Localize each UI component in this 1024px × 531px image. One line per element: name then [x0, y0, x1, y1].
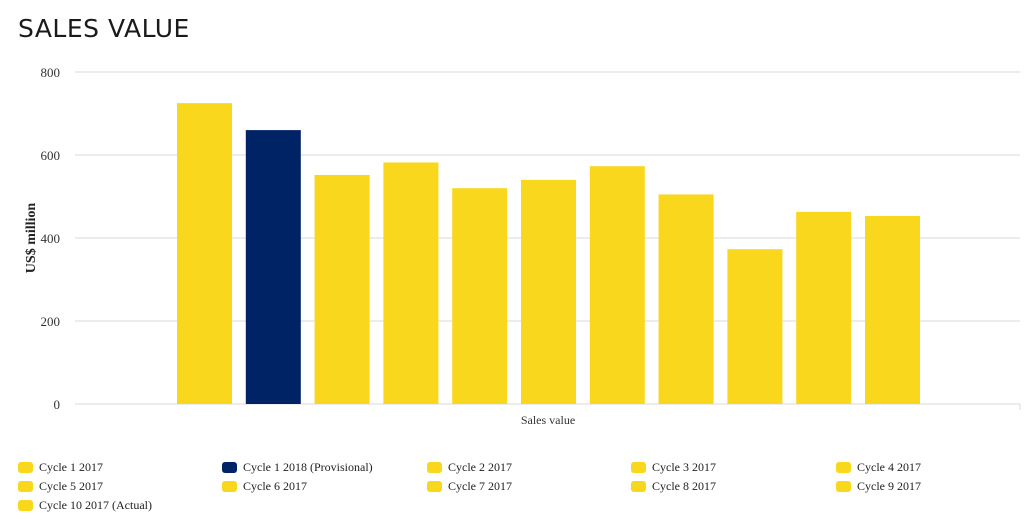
- legend-swatch: [222, 481, 237, 492]
- bar-11[interactable]: [865, 216, 920, 404]
- bar-6[interactable]: [521, 179, 576, 404]
- bar-3[interactable]: [314, 174, 370, 404]
- legend-swatch: [427, 462, 442, 473]
- legend-label: Cycle 9 2017: [857, 479, 921, 493]
- legend-item[interactable]: Cycle 4 2017: [836, 459, 1018, 476]
- legend-swatch: [836, 481, 851, 492]
- y-axis-ticks: 0 200 400 600 800: [41, 65, 61, 412]
- y-tick-label: 400: [41, 231, 61, 246]
- legend-label: Cycle 4 2017: [857, 460, 921, 474]
- bar-10[interactable]: [796, 211, 852, 404]
- legend-item[interactable]: Cycle 10 2017 (Actual): [18, 497, 222, 514]
- legend-item[interactable]: Cycle 1 2018 (Provisional): [222, 459, 427, 476]
- legend-swatch: [836, 462, 851, 473]
- legend-label: Cycle 8 2017: [652, 479, 716, 493]
- legend-label: Cycle 3 2017: [652, 460, 716, 474]
- legend-swatch: [18, 462, 33, 473]
- legend-label: Cycle 5 2017: [39, 479, 103, 493]
- legend-swatch: [631, 462, 646, 473]
- bar-9[interactable]: [727, 249, 783, 404]
- bars: [177, 103, 920, 404]
- legend-swatch: [18, 481, 33, 492]
- y-tick-label: 0: [54, 397, 61, 412]
- y-tick-label: 200: [41, 314, 61, 329]
- legend-item[interactable]: Cycle 9 2017: [836, 478, 1018, 495]
- legend-label: Cycle 2 2017: [448, 460, 512, 474]
- bar-chart: 0 200 400 600 800 US$ million Sales value: [24, 65, 1021, 427]
- y-tick-label: 800: [41, 65, 61, 80]
- chart-title: SALES VALUE: [18, 14, 190, 43]
- bar-8[interactable]: [658, 194, 714, 404]
- bar-7[interactable]: [589, 166, 645, 404]
- bar-2[interactable]: [245, 130, 301, 404]
- y-tick-label: 600: [41, 148, 61, 163]
- legend-swatch: [631, 481, 646, 492]
- x-category-label: Sales value: [521, 413, 575, 427]
- legend-item[interactable]: Cycle 2 2017: [427, 459, 631, 476]
- legend-item[interactable]: Cycle 7 2017: [427, 478, 631, 495]
- legend-item[interactable]: Cycle 8 2017: [631, 478, 836, 495]
- legend-item[interactable]: Cycle 6 2017: [222, 478, 427, 495]
- legend-swatch: [18, 500, 33, 511]
- bar-1[interactable]: [177, 103, 232, 404]
- legend-label: Cycle 1 2017: [39, 460, 103, 474]
- legend-swatch: [427, 481, 442, 492]
- legend-item[interactable]: Cycle 3 2017: [631, 459, 836, 476]
- bar-4[interactable]: [383, 162, 439, 404]
- legend: Cycle 1 2017 Cycle 1 2018 (Provisional) Cy…: [18, 459, 1018, 514]
- legend-swatch: [222, 462, 237, 473]
- legend-label: Cycle 6 2017: [243, 479, 307, 493]
- y-axis-title: US$ million: [24, 203, 39, 274]
- x-axis-categories: Sales value: [521, 413, 575, 427]
- legend-label: Cycle 10 2017 (Actual): [39, 498, 152, 512]
- legend-item[interactable]: Cycle 1 2017: [18, 459, 222, 476]
- legend-label: Cycle 1 2018 (Provisional): [243, 460, 373, 474]
- legend-item[interactable]: Cycle 5 2017: [18, 478, 222, 495]
- legend-label: Cycle 7 2017: [448, 479, 512, 493]
- bar-5[interactable]: [452, 188, 508, 404]
